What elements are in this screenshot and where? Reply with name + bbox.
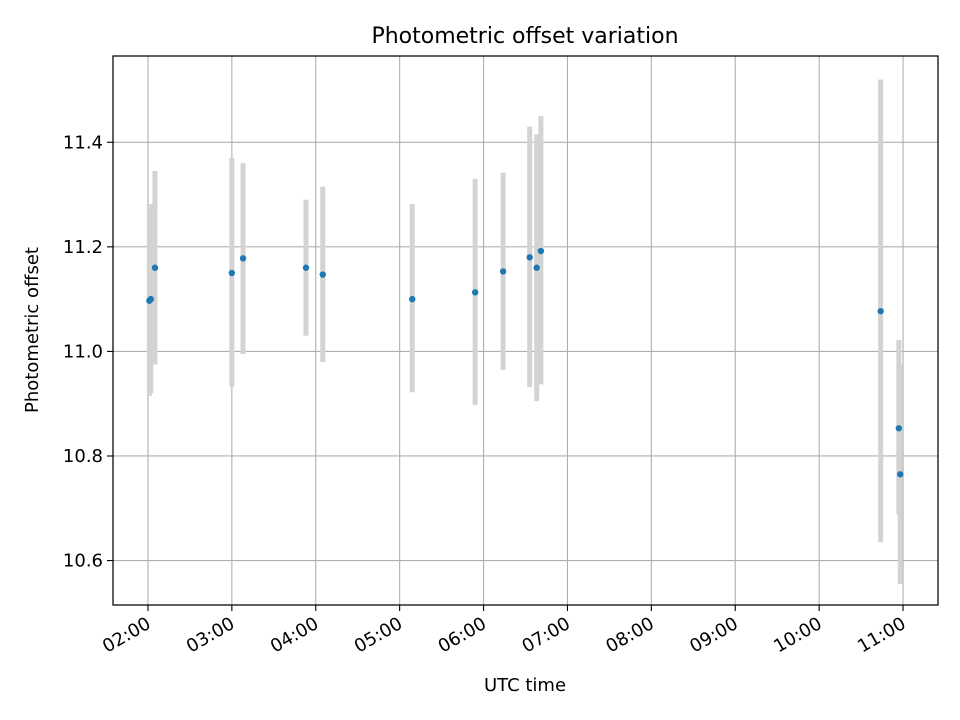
y-tick-label: 11.4 [63, 132, 103, 153]
x-axis-label: UTC time [484, 675, 566, 696]
y-tick-label: 11.0 [63, 341, 103, 362]
chart-title: Photometric offset variation [371, 24, 678, 49]
y-tick-label: 10.6 [63, 551, 103, 572]
data-point [471, 289, 479, 296]
data-points [146, 247, 904, 478]
data-point [239, 255, 247, 262]
data-point [409, 295, 416, 303]
grid [113, 56, 938, 605]
data-point [537, 247, 545, 255]
data-point [302, 264, 310, 271]
data-point [897, 471, 904, 478]
data-point [526, 254, 533, 261]
data-point [319, 271, 326, 278]
y-tick-label: 10.8 [63, 446, 103, 467]
data-point [151, 264, 159, 271]
data-point [499, 268, 507, 275]
data-point [895, 425, 903, 432]
plot-area-frame [112, 55, 939, 606]
data-point [228, 269, 236, 277]
y-axis-ticks: 10.6 10.8 11.0 11.2 11.4 [63, 132, 113, 572]
y-tick-label: 11.2 [63, 237, 103, 258]
y-axis-label: Photometric offset [22, 247, 43, 413]
data-point [147, 295, 154, 303]
data-point [877, 307, 884, 315]
data-point [533, 264, 540, 271]
